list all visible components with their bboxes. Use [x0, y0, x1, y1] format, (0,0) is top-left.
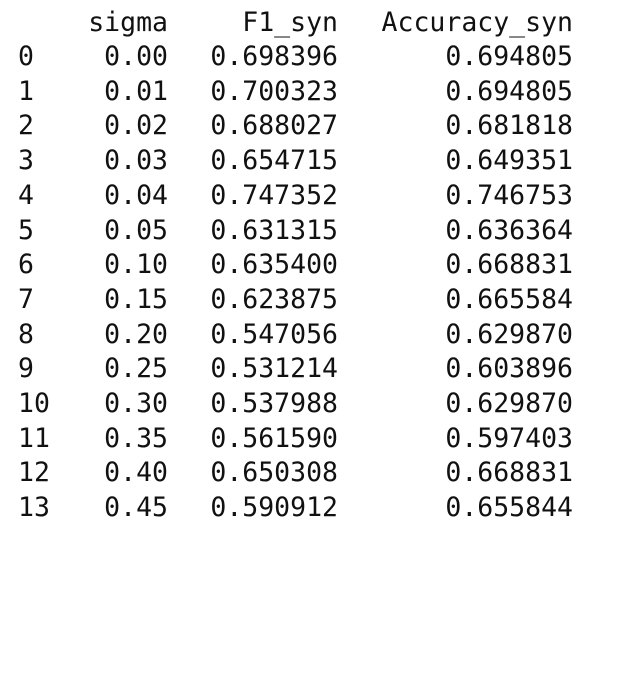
- column-header-sigma: sigma: [88, 7, 168, 38]
- table-row: 12 0.40 0.650308 0.668831: [0, 456, 618, 490]
- table-row: 10 0.30 0.537988 0.629870: [0, 387, 618, 421]
- f1-syn-cell: 0.650308: [210, 457, 338, 489]
- sigma-cell: 0.00: [104, 41, 168, 72]
- sigma-cell: 0.40: [104, 457, 168, 489]
- accuracy-syn-cell: 0.668831: [445, 457, 573, 489]
- sigma-cell: 0.20: [104, 318, 168, 350]
- table-row: 1 0.01 0.700323 0.694805: [0, 75, 618, 109]
- sigma-cell: 0.25: [104, 353, 168, 385]
- row-index: 0: [18, 41, 34, 72]
- row-index: 13: [18, 492, 50, 524]
- f1-syn-cell: 0.688027: [210, 110, 338, 142]
- accuracy-syn-cell: 0.629870: [445, 318, 573, 350]
- f1-syn-cell: 0.590912: [210, 492, 338, 524]
- header-row: sigma F1_syn Accuracy_syn: [0, 6, 618, 40]
- column-header-accuracy-syn: Accuracy_syn: [381, 7, 573, 38]
- f1-syn-cell: 0.531214: [210, 353, 338, 385]
- table-row: 9 0.25 0.531214 0.603896: [0, 352, 618, 386]
- row-index: 10: [18, 388, 50, 419]
- f1-syn-cell: 0.631315: [210, 214, 338, 246]
- table-row: 13 0.45 0.590912 0.655844: [0, 491, 618, 525]
- row-index: 9: [18, 353, 34, 385]
- table-row: 6 0.10 0.635400 0.668831: [0, 248, 618, 282]
- sigma-cell: 0.30: [104, 388, 168, 419]
- sigma-cell: 0.15: [104, 283, 168, 315]
- sigma-cell: 0.45: [104, 492, 168, 524]
- row-index: 11: [18, 422, 50, 454]
- row-index: 4: [18, 179, 34, 211]
- row-index: 12: [18, 457, 50, 489]
- accuracy-syn-cell: 0.694805: [445, 75, 573, 107]
- accuracy-syn-cell: 0.665584: [445, 283, 573, 315]
- sigma-cell: 0.35: [104, 422, 168, 454]
- accuracy-syn-cell: 0.636364: [445, 214, 573, 246]
- f1-syn-cell: 0.698396: [210, 41, 338, 72]
- row-index: 6: [18, 249, 34, 281]
- row-index: 5: [18, 214, 34, 246]
- table-row: 8 0.20 0.547056 0.629870: [0, 318, 618, 352]
- sigma-cell: 0.01: [104, 75, 168, 107]
- accuracy-syn-cell: 0.668831: [445, 249, 573, 281]
- table-row: 2 0.02 0.688027 0.681818: [0, 109, 618, 143]
- accuracy-syn-cell: 0.629870: [445, 388, 573, 419]
- row-index: 3: [18, 145, 34, 177]
- sigma-cell: 0.05: [104, 214, 168, 246]
- sigma-cell: 0.10: [104, 249, 168, 281]
- table-row: 11 0.35 0.561590 0.597403: [0, 422, 618, 456]
- table-row: 7 0.15 0.623875 0.665584: [0, 283, 618, 317]
- sigma-cell: 0.02: [104, 110, 168, 142]
- row-index: 7: [18, 283, 34, 315]
- f1-syn-cell: 0.537988: [210, 388, 338, 419]
- f1-syn-cell: 0.654715: [210, 145, 338, 177]
- accuracy-syn-cell: 0.649351: [445, 145, 573, 177]
- table-row: 3 0.03 0.654715 0.649351: [0, 144, 618, 178]
- row-index: 2: [18, 110, 34, 142]
- sigma-cell: 0.04: [104, 179, 168, 211]
- table-row: 4 0.04 0.747352 0.746753: [0, 179, 618, 213]
- accuracy-syn-cell: 0.655844: [445, 492, 573, 524]
- f1-syn-cell: 0.561590: [210, 422, 338, 454]
- accuracy-syn-cell: 0.597403: [445, 422, 573, 454]
- sigma-cell: 0.03: [104, 145, 168, 177]
- f1-syn-cell: 0.635400: [210, 249, 338, 281]
- f1-syn-cell: 0.747352: [210, 179, 338, 211]
- accuracy-syn-cell: 0.746753: [445, 179, 573, 211]
- accuracy-syn-cell: 0.681818: [445, 110, 573, 142]
- f1-syn-cell: 0.700323: [210, 75, 338, 107]
- row-index: 8: [18, 318, 34, 350]
- row-index: 1: [18, 75, 34, 107]
- table-row: 0 0.00 0.698396 0.694805: [0, 40, 618, 74]
- accuracy-syn-cell: 0.603896: [445, 353, 573, 385]
- f1-syn-cell: 0.547056: [210, 318, 338, 350]
- table-row: 5 0.05 0.631315 0.636364: [0, 214, 618, 248]
- accuracy-syn-cell: 0.694805: [445, 41, 573, 72]
- f1-syn-cell: 0.623875: [210, 283, 338, 315]
- column-header-f1-syn: F1_syn: [242, 7, 338, 38]
